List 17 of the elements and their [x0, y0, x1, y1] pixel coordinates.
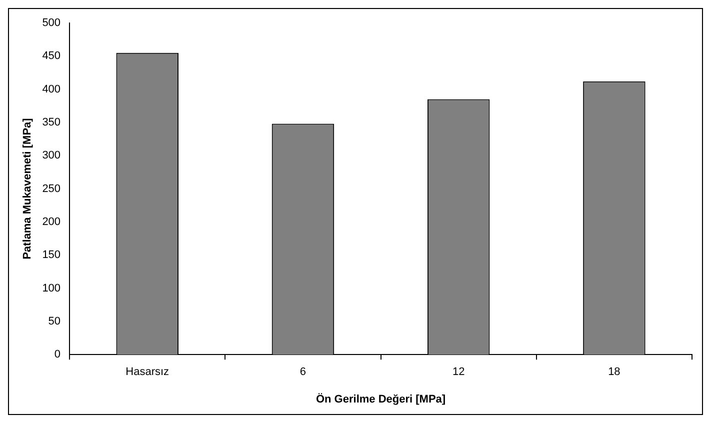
y-tick-label: 500: [42, 17, 61, 30]
y-tick-label: 200: [42, 216, 61, 228]
y-tick-label: 350: [42, 116, 61, 129]
y-tick-label: 0: [54, 348, 61, 361]
y-tick-label: 250: [42, 182, 61, 195]
x-tick-label: 12: [452, 366, 465, 378]
x-axis-title: Ön Gerilme Değeri [MPa]: [316, 392, 446, 406]
y-tick-label: 450: [42, 50, 61, 62]
x-tick-label: Hasarsız: [126, 366, 170, 378]
y-tick-label: 100: [42, 282, 61, 294]
x-tick-label: 6: [300, 366, 306, 378]
y-tick-label: 300: [42, 150, 61, 162]
y-axis-title: Patlama Mukavemeti [MPa]: [22, 118, 34, 260]
x-tick-label: 18: [608, 366, 620, 378]
y-tick-label: 400: [42, 83, 61, 96]
y-tick-label: 150: [42, 249, 61, 262]
y-tick-label: 50: [48, 315, 61, 328]
